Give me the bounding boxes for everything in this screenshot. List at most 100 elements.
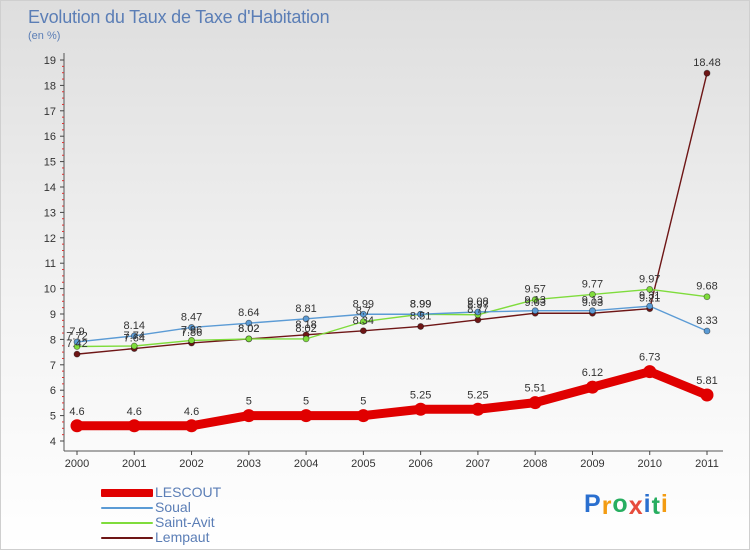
data-point-soual xyxy=(188,324,195,331)
data-point-saint-avit xyxy=(188,337,195,344)
legend-swatch-soual xyxy=(101,506,153,509)
y-tick-label-15: 15 xyxy=(44,157,56,169)
data-point-soual xyxy=(703,327,711,335)
logo-letter: i xyxy=(643,490,652,518)
logo-letter: r xyxy=(601,492,613,520)
data-label-saint-avit: 8.97 xyxy=(467,299,488,311)
axes: 4 5 6 7 8 9 10 11 12 13 14 15 16 17 18 19 2000 2001 2002 20… xyxy=(44,53,723,470)
data-point-soual xyxy=(73,338,81,346)
series-line-lempaut xyxy=(76,72,708,355)
logo-letter: i xyxy=(660,490,669,518)
data-label-soual: 8.99 xyxy=(410,298,431,310)
data-point-lescout xyxy=(585,380,599,394)
data-label-soual: 8.99 xyxy=(353,298,374,310)
x-tick-label-2006: 2006 xyxy=(408,458,432,470)
data-label-saint-avit: 8.7 xyxy=(356,306,371,318)
data-label-lescout: 5 xyxy=(303,396,309,408)
data-label-lescout: 5.51 xyxy=(524,383,545,395)
legend-label-lempaut: Lempaut xyxy=(155,529,210,545)
data-label-soual: 8.33 xyxy=(696,315,717,327)
data-label-saint-avit: 8.02 xyxy=(295,323,316,335)
data-point-soual xyxy=(531,307,539,315)
data-point-soual xyxy=(474,308,482,316)
y-tick-label-13: 13 xyxy=(44,207,56,219)
data-point-lempaut xyxy=(73,350,81,358)
chart-title: Evolution du Taux de Taxe d'Habitation xyxy=(28,7,330,27)
legend-label-lescout: LESCOUT xyxy=(155,484,222,500)
data-point-soual xyxy=(302,315,310,323)
data-point-saint-avit xyxy=(130,342,138,350)
series-layer xyxy=(70,69,714,433)
x-tick-label-2010: 2010 xyxy=(637,458,661,470)
data-label-soual: 9.13 xyxy=(582,295,603,307)
data-point-lescout xyxy=(643,365,657,379)
data-point-lescout xyxy=(299,409,313,423)
data-point-saint-avit xyxy=(703,293,711,301)
x-tick-label-2005: 2005 xyxy=(351,458,375,470)
legend-label-saint-avit: Saint-Avit xyxy=(155,514,215,530)
data-label-saint-avit: 7.74 xyxy=(124,330,145,342)
data-point-lescout xyxy=(127,419,141,433)
x-tick-label-2009: 2009 xyxy=(580,458,604,470)
data-label-lempaut: 9.03 xyxy=(524,297,545,309)
data-point-soual xyxy=(130,332,138,340)
y-tick-label-4: 4 xyxy=(50,436,56,448)
data-label-lempaut: 9.21 xyxy=(639,293,660,305)
y-tick-label-14: 14 xyxy=(44,182,56,194)
data-point-lescout xyxy=(70,419,84,433)
data-label-saint-avit: 8.99 xyxy=(410,298,431,310)
data-point-lescout xyxy=(528,396,542,410)
x-tick-label-2003: 2003 xyxy=(237,458,261,470)
data-label-lescout: 6.12 xyxy=(582,367,603,379)
data-label-saint-avit: 9.57 xyxy=(524,284,545,296)
y-tick-label-12: 12 xyxy=(44,233,56,245)
legend-label-soual: Soual xyxy=(155,499,191,515)
data-label-lempaut: 8.34 xyxy=(353,315,374,327)
data-point-saint-avit xyxy=(531,296,539,303)
data-label-lescout: 4.6 xyxy=(127,406,142,418)
data-label-lempaut: 18.48 xyxy=(693,57,721,69)
logo-letter: P xyxy=(584,490,602,518)
data-label-saint-avit: 7.96 xyxy=(181,324,202,336)
data-point-lescout xyxy=(471,402,485,416)
data-point-saint-avit xyxy=(589,291,596,298)
y-tick-label-8: 8 xyxy=(50,334,56,346)
x-tick-label-2004: 2004 xyxy=(294,458,318,470)
data-label-soual: 8.64 xyxy=(238,307,259,319)
y-tick-label-19: 19 xyxy=(44,55,56,67)
data-label-lescout: 5.25 xyxy=(410,389,431,401)
data-label-lescout: 5.25 xyxy=(467,389,488,401)
x-tick-label-2001: 2001 xyxy=(122,458,146,470)
data-label-lempaut: 7.42 xyxy=(66,338,87,350)
logo-letter: t xyxy=(651,492,661,520)
data-point-lempaut xyxy=(417,323,425,330)
data-label-saint-avit: 9.68 xyxy=(696,281,717,293)
data-label-lescout: 5 xyxy=(360,396,366,408)
data-label-soual: 9.08 xyxy=(467,296,488,308)
data-label-saint-avit: 9.77 xyxy=(582,278,603,290)
data-label-soual: 9.31 xyxy=(639,290,660,302)
data-label-soual: 8.81 xyxy=(295,303,316,315)
data-point-saint-avit xyxy=(302,335,310,343)
y-tick-label-17: 17 xyxy=(44,106,56,118)
data-label-lempaut: 8.02 xyxy=(238,323,259,335)
data-label-lescout: 6.73 xyxy=(639,352,660,364)
x-tick-label-2008: 2008 xyxy=(523,458,547,470)
data-label-saint-avit: 8.02 xyxy=(238,323,259,335)
legend-swatch-saint-avit xyxy=(101,521,153,524)
data-label-lempaut: 8.51 xyxy=(410,310,431,322)
y-tick-label-7: 7 xyxy=(50,360,56,372)
data-point-saint-avit xyxy=(646,285,654,293)
data-label-soual: 7.9 xyxy=(69,326,84,338)
series-line-saint-avit xyxy=(76,288,708,348)
data-label-saint-avit: 9.97 xyxy=(639,273,660,285)
y-tick-label-9: 9 xyxy=(50,309,56,321)
data-point-lescout xyxy=(700,388,714,402)
x-tick-label-2011: 2011 xyxy=(695,458,719,470)
legend-swatch-lescout xyxy=(101,488,153,497)
data-point-lempaut xyxy=(703,69,711,77)
y-tick-label-16: 16 xyxy=(44,131,56,143)
data-point-soual xyxy=(589,307,596,315)
